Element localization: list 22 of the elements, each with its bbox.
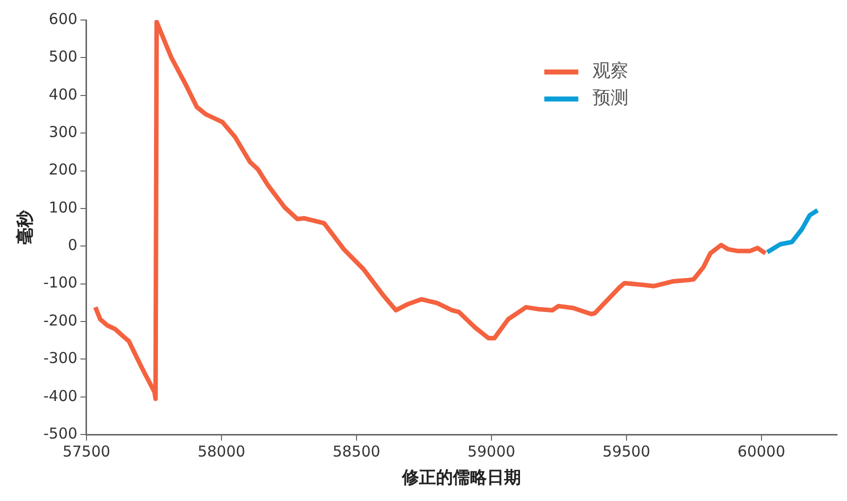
legend-label: 观察 [592,60,628,82]
y-axis-title: 毫秒 [14,209,36,244]
y-tick-label: -100 [43,274,78,292]
y-tick-label: 600 [48,10,78,28]
y-tick-label: -500 [43,424,78,442]
y-tick-label: 400 [48,85,78,104]
x-tick-label: 58000 [198,442,246,460]
y-tick-label: 500 [48,48,78,66]
x-tick-label: 59500 [602,442,650,460]
y-tick-label: -300 [43,349,78,368]
y-tick-label: -200 [43,311,78,330]
legend-label: 预测 [592,88,628,109]
y-tick-label: -400 [43,386,78,405]
x-tick-label: 60000 [738,442,786,460]
x-tick-label: 59000 [468,442,516,460]
x-tick-label: 57500 [62,442,110,460]
x-axis-title: 修正的儒略日期 [401,468,522,488]
y-tick-label: 200 [48,160,78,179]
y-tick-label: 100 [48,198,78,216]
y-tick-label: 0 [68,236,78,254]
x-tick-label: 58500 [332,442,380,460]
y-tick-label: 300 [48,122,78,141]
